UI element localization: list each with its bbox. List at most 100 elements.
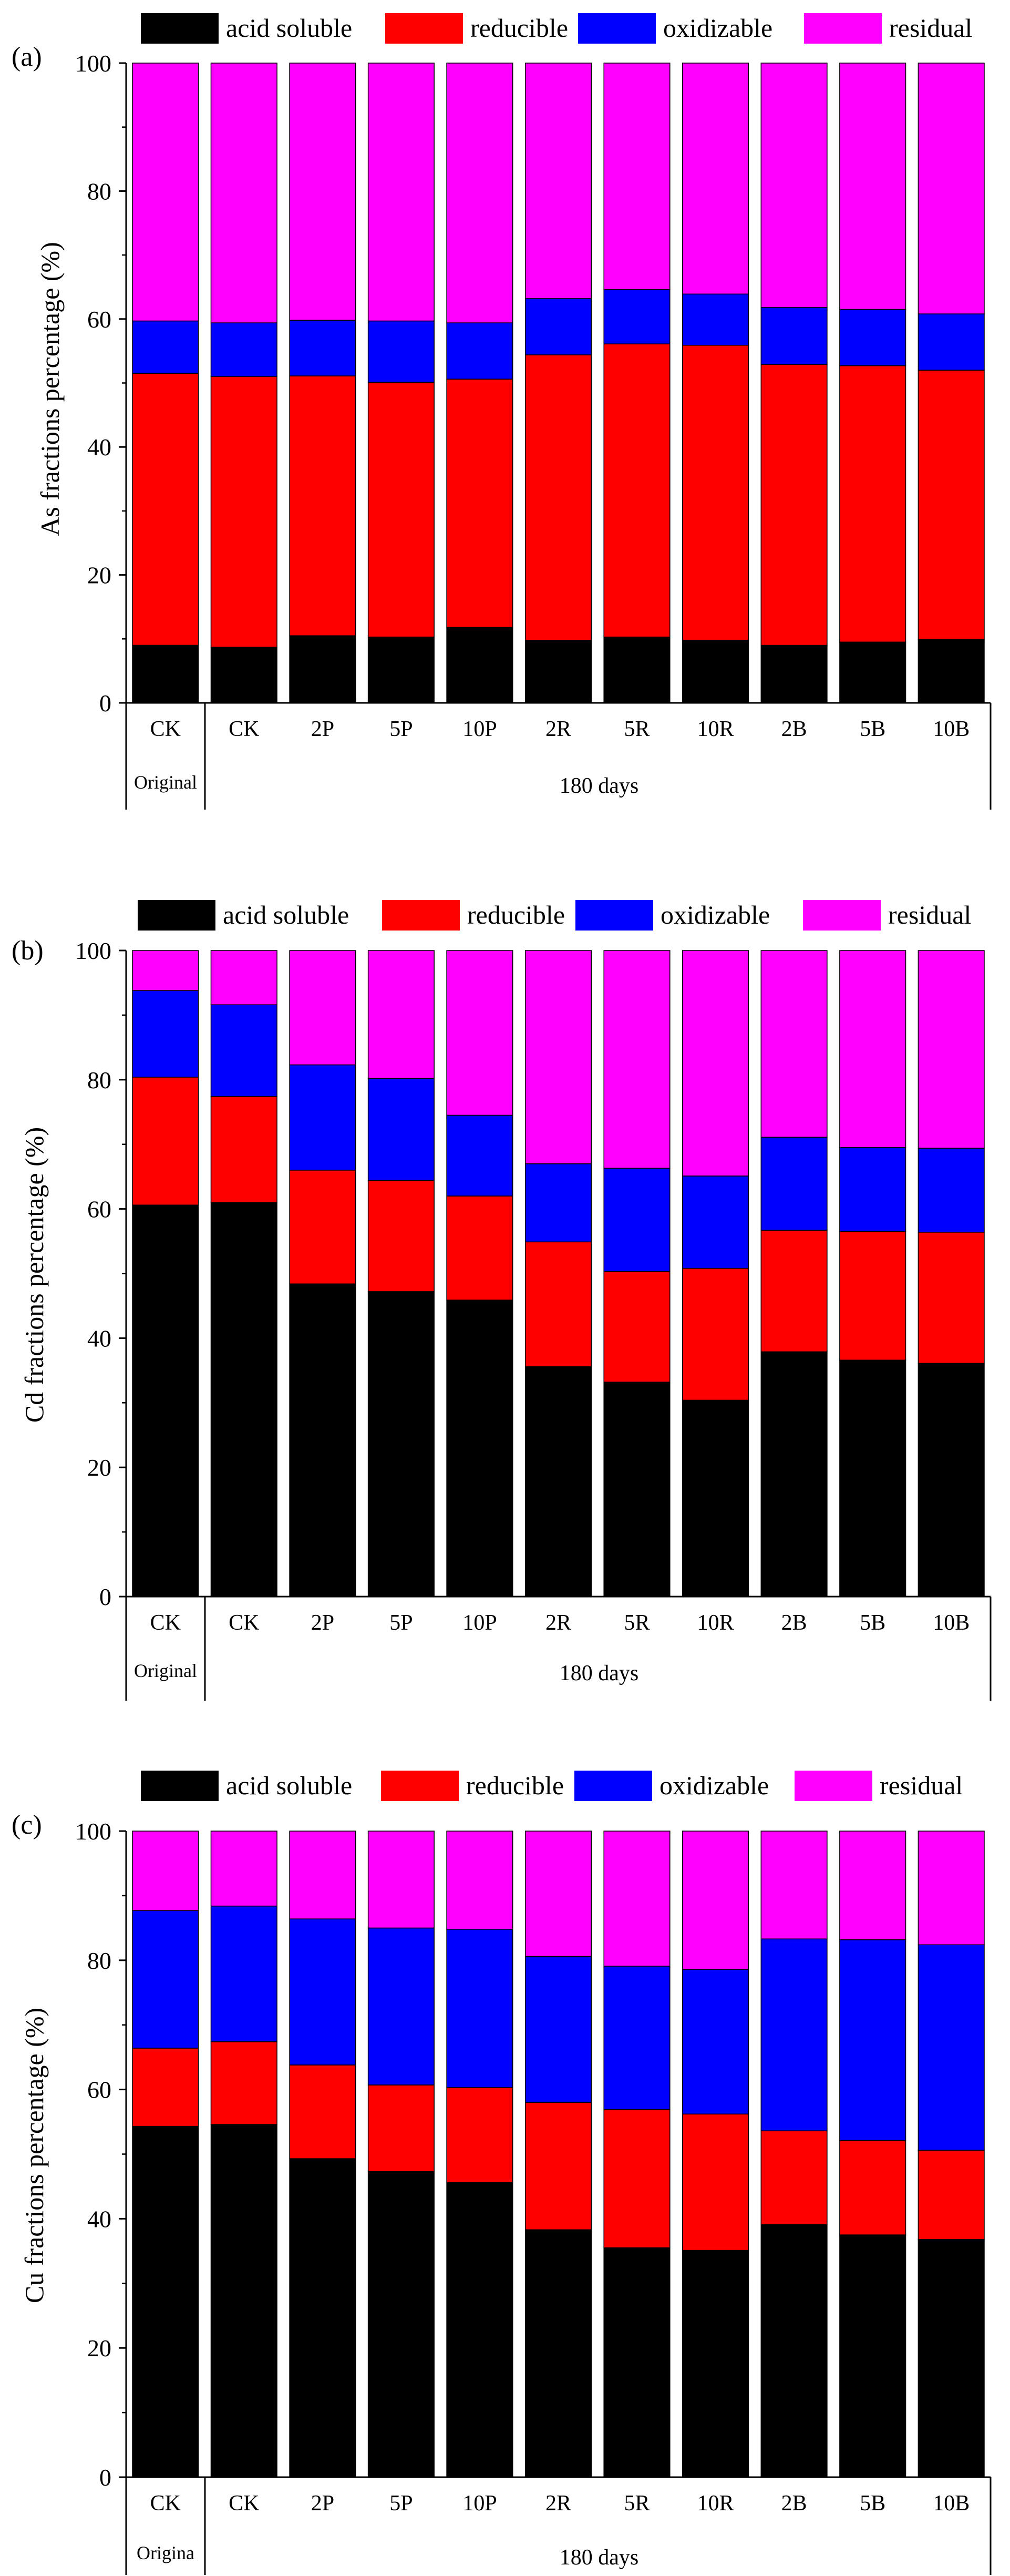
bar-acid-soluble-10 — [839, 1359, 906, 1597]
y-axis-label: Cu fractions percentage (%) — [19, 2008, 49, 2303]
bar-reducible-2 — [210, 2041, 277, 2125]
legend-label-reducible: reducible — [467, 900, 565, 929]
y-tick-label: 20 — [87, 2335, 111, 2362]
x-tick-label: 2P — [311, 1611, 334, 1635]
bar-acid-soluble-1 — [132, 1204, 199, 1597]
bar-reducible-2 — [210, 1096, 277, 1203]
bar-oxidizable-4 — [367, 1927, 435, 2086]
bar-reducible-4 — [367, 1180, 435, 1292]
y-tick-label: 0 — [99, 2464, 111, 2491]
x-tick-label: 5R — [624, 2491, 650, 2516]
bar-reducible-4 — [367, 382, 435, 638]
legend-swatch-acid-soluble — [141, 1771, 219, 1801]
bar-residual-9 — [760, 1831, 828, 1939]
x-tick-label: 2R — [545, 717, 571, 741]
bar-acid-soluble-6 — [524, 2229, 592, 2478]
bar-reducible-7 — [603, 2109, 671, 2248]
legend-label-acid-soluble: acid soluble — [226, 1771, 352, 1800]
legend-label-residual: residual — [889, 13, 972, 43]
y-tick-label: 80 — [87, 1067, 111, 1093]
bar-oxidizable-2 — [210, 1905, 277, 2042]
bar-reducible-1 — [132, 373, 199, 646]
bar-residual-6 — [524, 950, 592, 1164]
bar-acid-soluble-5 — [446, 2182, 513, 2478]
legend-swatch-acid-soluble — [141, 13, 219, 44]
bar-acid-soluble-4 — [367, 1291, 435, 1597]
y-tick-label: 80 — [87, 1947, 111, 1974]
legend-label-reducible: reducible — [466, 1771, 564, 1800]
y-tick-label: 60 — [87, 1196, 111, 1223]
bar-oxidizable-4 — [367, 1078, 435, 1181]
y-tick-label: 0 — [99, 690, 111, 717]
bar-reducible-5 — [446, 379, 513, 628]
bar-oxidizable-8 — [682, 1175, 749, 1269]
legend-label-reducible: reducible — [470, 13, 568, 43]
bar-reducible-5 — [446, 2087, 513, 2183]
bar-oxidizable-3 — [289, 320, 356, 376]
legend-swatch-oxidizable — [578, 13, 656, 44]
bar-oxidizable-8 — [682, 1969, 749, 2115]
bar-reducible-10 — [839, 2140, 906, 2235]
bar-acid-soluble-3 — [289, 2158, 356, 2478]
y-tick-label: 0 — [99, 1583, 111, 1610]
x-tick-label: CK — [150, 717, 181, 741]
bar-residual-5 — [446, 63, 513, 323]
legend-label-residual: residual — [888, 900, 971, 929]
bar-residual-5 — [446, 950, 513, 1116]
bar-residual-9 — [760, 950, 828, 1138]
bar-reducible-6 — [524, 2102, 592, 2231]
bar-residual-2 — [210, 1831, 277, 1907]
bar-oxidizable-9 — [760, 1137, 828, 1231]
bar-oxidizable-5 — [446, 322, 513, 380]
bar-acid-soluble-2 — [210, 647, 277, 703]
group-label-180-days: 180 days — [560, 774, 639, 798]
bar-reducible-1 — [132, 1077, 199, 1205]
bar-acid-soluble-7 — [603, 1382, 671, 1597]
bar-acid-soluble-4 — [367, 636, 435, 703]
x-tick-label: 10B — [933, 2491, 970, 2516]
bar-residual-4 — [367, 1831, 435, 1929]
bar-residual-9 — [760, 63, 828, 308]
group-label-original: Original — [134, 772, 197, 793]
x-tick-label: CK — [229, 717, 259, 741]
bar-residual-2 — [210, 950, 277, 1005]
y-tick-label: 60 — [87, 2077, 111, 2103]
bar-oxidizable-10 — [839, 1147, 906, 1232]
bar-acid-soluble-9 — [760, 1351, 828, 1597]
x-tick-label: 5B — [860, 1611, 885, 1635]
bar-oxidizable-5 — [446, 1929, 513, 2088]
group-label-180-days: 180 days — [560, 1661, 639, 1685]
bar-oxidizable-4 — [367, 320, 435, 383]
x-tick-label: CK — [150, 1611, 181, 1635]
bar-reducible-8 — [682, 1267, 749, 1401]
legend-label-oxidizable: oxidizable — [661, 900, 770, 929]
bar-reducible-3 — [289, 375, 356, 636]
x-tick-label: 10P — [462, 717, 497, 741]
bar-residual-2 — [210, 63, 277, 323]
x-tick-label: 5B — [860, 2491, 885, 2516]
group-label-180-days: 180 days — [560, 2546, 639, 2570]
panel-label: (b) — [12, 936, 44, 966]
bar-reducible-8 — [682, 344, 749, 641]
bar-acid-soluble-1 — [132, 2125, 199, 2478]
bar-reducible-4 — [367, 2084, 435, 2172]
bar-oxidizable-7 — [603, 1168, 671, 1272]
legend: acid soluble reducible oxidizable residu… — [138, 900, 971, 931]
bar-acid-soluble-8 — [682, 639, 749, 703]
y-axis-label: As fractions percentage (%) — [35, 242, 65, 536]
bar-acid-soluble-2 — [210, 2124, 277, 2478]
x-tick-label: CK — [150, 2491, 181, 2516]
bar-residual-11 — [918, 950, 985, 1149]
x-tick-label: 5R — [624, 1611, 650, 1635]
bar-oxidizable-10 — [839, 309, 906, 366]
bar-acid-soluble-9 — [760, 645, 828, 703]
bar-reducible-2 — [210, 376, 277, 648]
bar-oxidizable-6 — [524, 298, 592, 355]
bar-oxidizable-11 — [918, 313, 985, 371]
legend-swatch-acid-soluble — [138, 900, 215, 931]
legend-label-residual: residual — [880, 1771, 963, 1800]
bar-reducible-10 — [839, 365, 906, 643]
legend-label-oxidizable: oxidizable — [659, 1771, 769, 1800]
bar-reducible-3 — [289, 1170, 356, 1284]
